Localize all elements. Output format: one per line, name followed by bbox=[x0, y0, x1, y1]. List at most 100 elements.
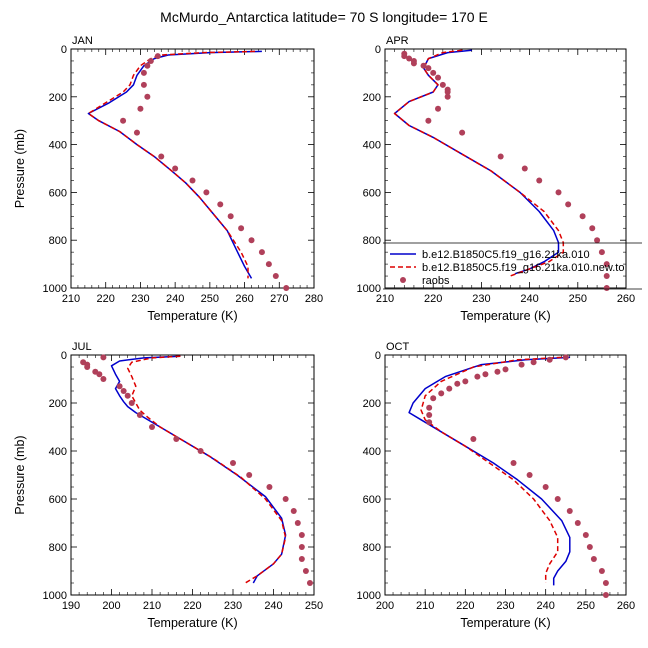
raobs-point bbox=[521, 165, 528, 172]
raobs-point bbox=[258, 249, 265, 256]
raobs-point bbox=[446, 385, 453, 392]
raobs-point bbox=[426, 412, 433, 418]
raobs-point bbox=[459, 129, 466, 136]
model-new-line-oct bbox=[420, 356, 562, 583]
y-tick-label: 800 bbox=[49, 235, 67, 247]
y-tick-label: 0 bbox=[375, 350, 381, 362]
x-tick-label: 230 bbox=[472, 293, 490, 305]
x-tick-label: 210 bbox=[143, 600, 161, 612]
raobs-point bbox=[602, 580, 609, 586]
y-tick-label: 600 bbox=[49, 494, 67, 506]
x-tick-label: 200 bbox=[376, 600, 394, 612]
raobs-point bbox=[590, 556, 597, 562]
model-new-line-jan bbox=[87, 50, 256, 279]
x-axis-label-apr: Temperature (K) bbox=[460, 309, 550, 323]
legend-label-model: b.e12.B1850C5.f19_g16.21ka.010 bbox=[422, 249, 590, 261]
y-tick-label: 400 bbox=[49, 140, 67, 152]
x-tick-label: 250 bbox=[577, 600, 595, 612]
raobs-point bbox=[554, 496, 561, 502]
y-tick-label: 0 bbox=[61, 44, 67, 56]
model-new-line-jul bbox=[126, 355, 287, 584]
y-tick-label: 1000 bbox=[357, 283, 381, 295]
raobs-point bbox=[100, 354, 107, 361]
raobs-point bbox=[158, 153, 165, 160]
raobs-point bbox=[439, 81, 446, 88]
raobs-point bbox=[594, 237, 601, 244]
raobs-point bbox=[420, 62, 427, 69]
x-tick-label: 260 bbox=[617, 293, 635, 305]
raobs-point bbox=[406, 55, 413, 62]
x-tick-label: 250 bbox=[569, 293, 587, 305]
x-tick-label: 220 bbox=[456, 600, 474, 612]
raobs-point bbox=[546, 356, 553, 363]
raobs-point bbox=[238, 225, 245, 232]
x-axis-label-jan: Temperature (K) bbox=[147, 309, 237, 323]
raobs-point bbox=[565, 201, 572, 208]
y-axis-label-jul: Pressure (mb) bbox=[13, 435, 27, 514]
legend: b.e12.B1850C5.f19_g16.21ka.010 b.e12.B18… bbox=[383, 242, 642, 290]
raobs-point bbox=[120, 117, 127, 124]
raobs-point bbox=[172, 165, 179, 172]
x-tick-label: 260 bbox=[617, 600, 635, 612]
y-tick-label: 1000 bbox=[357, 590, 381, 602]
model-line-oct bbox=[408, 356, 571, 586]
raobs-point bbox=[197, 448, 204, 454]
raobs-point bbox=[302, 568, 309, 574]
raobs-point bbox=[116, 383, 123, 390]
raobs-point bbox=[410, 60, 417, 67]
raobs-point bbox=[140, 69, 147, 76]
raobs-point bbox=[265, 261, 272, 268]
raobs-point bbox=[144, 93, 151, 100]
raobs-point bbox=[401, 53, 408, 60]
raobs-point bbox=[589, 225, 596, 232]
raobs-point bbox=[562, 354, 569, 361]
raobs-point bbox=[203, 189, 210, 196]
raobs-point bbox=[283, 285, 290, 291]
model-new-line-apr bbox=[393, 49, 565, 277]
raobs-point bbox=[217, 201, 224, 208]
raobs-point bbox=[474, 373, 481, 380]
raobs-point bbox=[586, 544, 593, 550]
x-tick-label: 220 bbox=[183, 600, 201, 612]
legend-label-raobs: raobs bbox=[422, 275, 450, 287]
x-tick-label: 210 bbox=[376, 293, 394, 305]
raobs-point bbox=[144, 62, 151, 69]
raobs-point bbox=[497, 153, 504, 160]
panel-apr: APR 210 220 230 240 250 260 0 200 400 600 800 1000 Te… bbox=[357, 35, 636, 323]
plot-frame-jan bbox=[70, 48, 315, 289]
raobs-point bbox=[603, 261, 610, 268]
y-tick-label: 800 bbox=[363, 542, 381, 554]
y-tick-label: 200 bbox=[49, 398, 67, 410]
y-tick-label: 0 bbox=[61, 350, 67, 362]
y-tick-label: 1000 bbox=[43, 283, 67, 295]
raobs-point bbox=[526, 472, 533, 478]
panel-title-oct: OCT bbox=[386, 341, 410, 353]
raobs-point bbox=[430, 69, 437, 76]
raobs-point bbox=[128, 400, 135, 406]
raobs-point bbox=[435, 74, 442, 81]
x-tick-label: 190 bbox=[62, 600, 80, 612]
x-tick-label: 280 bbox=[305, 293, 323, 305]
raobs-point bbox=[298, 556, 305, 562]
y-tick-label: 200 bbox=[363, 92, 381, 104]
raobs-point bbox=[502, 366, 509, 373]
raobs-point bbox=[494, 368, 501, 375]
raobs-point bbox=[266, 484, 273, 490]
raobs-point bbox=[435, 105, 442, 112]
raobs-point bbox=[294, 520, 301, 526]
x-tick-label: 220 bbox=[97, 293, 115, 305]
x-axis-label-jul: Temperature (K) bbox=[147, 616, 237, 630]
raobs-point bbox=[298, 532, 305, 538]
x-tick-label: 260 bbox=[235, 293, 253, 305]
raobs-point bbox=[542, 484, 549, 490]
y-tick-label: 0 bbox=[375, 44, 381, 56]
raobs-point bbox=[137, 105, 144, 112]
x-tick-label: 230 bbox=[224, 600, 242, 612]
raobs-point bbox=[444, 89, 451, 96]
raobs-point bbox=[154, 53, 161, 60]
panel-oct: OCT 200 210 220 230 240 250 260 0 200 400 600 800 100… bbox=[357, 341, 636, 630]
panel-title-jan: JAN bbox=[72, 35, 93, 47]
y-tick-label: 600 bbox=[363, 494, 381, 506]
raobs-point bbox=[100, 376, 107, 382]
